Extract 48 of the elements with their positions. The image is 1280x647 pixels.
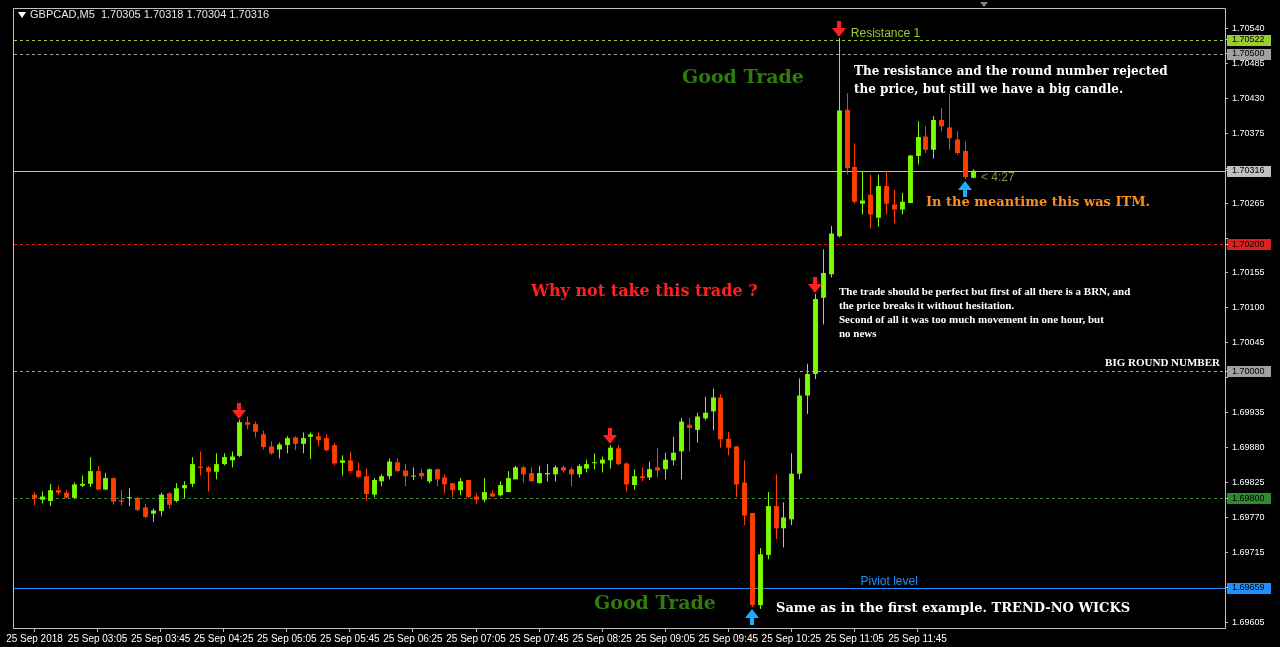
annotation: The resistance and the round number rejected the price, but still we have a big candle.: [854, 64, 1169, 97]
y-tick-label: 1.70522: [1232, 34, 1265, 45]
y-tick-label: 1.70045: [1232, 337, 1265, 348]
x-tick-label: 25 Sep 03:45: [130, 632, 191, 644]
y-tick-label: 1.70000: [1232, 365, 1265, 376]
ref-line-label: BIG ROUND NUMBER: [1105, 355, 1222, 368]
x-tick-label: 25 Sep 08:25: [572, 632, 633, 644]
x-tick-label: 25 Sep 07:05: [446, 632, 507, 644]
y-tick-label: 1.70375: [1232, 127, 1265, 138]
y-tick-label: 1.69935: [1232, 407, 1265, 418]
annotation: Good Trade: [594, 590, 716, 613]
x-tick-label: 25 Sep 2018: [6, 632, 64, 644]
y-tick-label: 1.70265: [1232, 197, 1265, 208]
y-tick-label: 1.69770: [1232, 511, 1265, 522]
annotation: Same as in the first example. TREND-NO WICKS: [776, 600, 1131, 616]
y-tick-label: 1.70200: [1232, 238, 1265, 249]
y-tick-label: 1.69825: [1232, 477, 1265, 488]
x-tick-label: 25 Sep 11:45: [888, 632, 948, 644]
x-tick-label: 25 Sep 06:25: [383, 632, 444, 644]
x-tick-label: 25 Sep 05:45: [320, 632, 381, 644]
ref-line-label: Piviot level: [860, 573, 918, 588]
x-tick-label: 25 Sep 03:05: [67, 632, 128, 644]
y-tick-label: 1.70155: [1232, 267, 1265, 278]
ref-line-label: Resistance 1: [850, 25, 921, 40]
y-tick-label: 1.69800: [1232, 492, 1265, 503]
y-tick-label: 1.69659: [1232, 582, 1265, 593]
x-tick-label: 25 Sep 09:05: [635, 632, 696, 644]
x-tick-label: 25 Sep 04:25: [193, 632, 254, 644]
x-tick-label: 25 Sep 11:05: [825, 632, 885, 644]
y-tick-label: 1.69715: [1232, 546, 1265, 557]
annotation: The trade should be perfect but first of all there is a BRN, and the price breaks it without hesitation. Second of all it was too much movement in one hour, but no news: [839, 284, 1131, 339]
y-tick-label: 1.70316: [1232, 165, 1265, 176]
x-tick-label: 25 Sep 07:45: [509, 632, 570, 644]
annotation: Good Trade: [682, 64, 804, 87]
y-tick-label: 1.70500: [1232, 48, 1265, 59]
y-tick-label: 1.69605: [1232, 616, 1265, 627]
y-tick-label: 1.69880: [1232, 442, 1265, 453]
y-tick-label: 1.70100: [1232, 302, 1265, 313]
annotation: < 4:27: [981, 170, 1016, 185]
y-tick-label: 1.70485: [1232, 57, 1265, 68]
y-tick-label: 1.70430: [1232, 92, 1265, 103]
annotation: Why not take this trade ?: [530, 281, 758, 301]
x-tick-label: 25 Sep 05:05: [257, 632, 317, 644]
x-tick-label: 25 Sep 09:45: [698, 632, 759, 644]
x-tick-label: 25 Sep 10:25: [761, 632, 822, 644]
chart-title: GBPCAD,M5 1.70305 1.70318 1.70304 1.70316: [30, 8, 270, 21]
annotation: In the meantime this was ITM.: [926, 194, 1151, 210]
y-tick-label: 1.70540: [1232, 22, 1265, 33]
